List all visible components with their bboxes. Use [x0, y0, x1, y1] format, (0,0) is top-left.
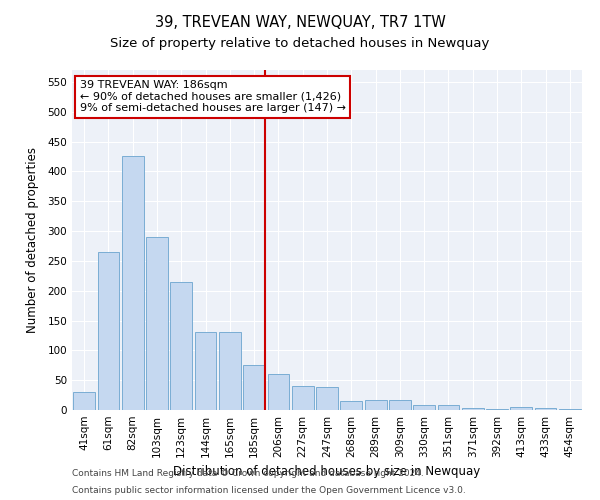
Bar — [316, 388, 338, 410]
Bar — [559, 409, 581, 410]
Text: 39, TREVEAN WAY, NEWQUAY, TR7 1TW: 39, TREVEAN WAY, NEWQUAY, TR7 1TW — [155, 15, 445, 30]
Bar — [146, 237, 168, 410]
Text: Size of property relative to detached houses in Newquay: Size of property relative to detached ho… — [110, 38, 490, 51]
X-axis label: Distribution of detached houses by size in Newquay: Distribution of detached houses by size … — [173, 466, 481, 478]
Text: 39 TREVEAN WAY: 186sqm
← 90% of detached houses are smaller (1,426)
9% of semi-d: 39 TREVEAN WAY: 186sqm ← 90% of detached… — [80, 80, 346, 114]
Bar — [413, 405, 435, 410]
Bar — [365, 400, 386, 410]
Text: Contains public sector information licensed under the Open Government Licence v3: Contains public sector information licen… — [72, 486, 466, 495]
Bar — [486, 409, 508, 410]
Bar — [437, 404, 460, 410]
Bar — [511, 407, 532, 410]
Bar — [73, 392, 95, 410]
Text: Contains HM Land Registry data © Crown copyright and database right 2024.: Contains HM Land Registry data © Crown c… — [72, 468, 424, 477]
Bar — [535, 408, 556, 410]
Bar — [194, 332, 217, 410]
Bar — [219, 332, 241, 410]
Y-axis label: Number of detached properties: Number of detached properties — [26, 147, 39, 333]
Bar — [462, 408, 484, 410]
Bar — [243, 366, 265, 410]
Bar — [122, 156, 143, 410]
Bar — [292, 386, 314, 410]
Bar — [97, 252, 119, 410]
Bar — [170, 282, 192, 410]
Bar — [340, 401, 362, 410]
Bar — [268, 374, 289, 410]
Bar — [389, 400, 411, 410]
